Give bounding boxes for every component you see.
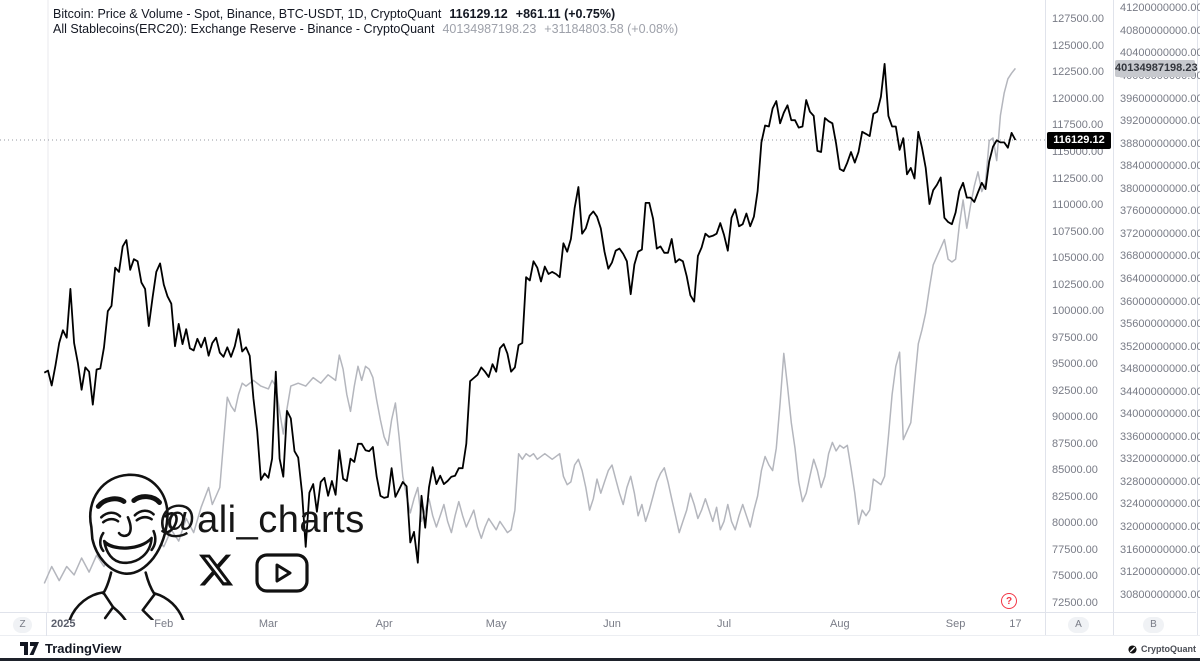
- time-axis[interactable]: Z A B 2025 Feb Mar Apr May Jun Jul Aug Sep 17: [0, 612, 1196, 636]
- reserve-axis-tick: 41200000000.00: [1120, 2, 1200, 15]
- cryptoquant-logo-icon: [1128, 644, 1137, 654]
- timezone-badge[interactable]: Z: [13, 616, 32, 633]
- time-axis-label: Jun: [603, 618, 621, 630]
- price-axis-tick: 77500.00: [1052, 543, 1098, 556]
- price-axis-tick: 92500.00: [1052, 384, 1098, 397]
- reserve-axis-tick: 32800000000.00: [1120, 475, 1200, 488]
- price-axis-tick: 80000.00: [1052, 517, 1098, 530]
- time-axis-label: Mar: [258, 618, 278, 630]
- reserve-axis-tick: 39600000000.00: [1120, 92, 1200, 105]
- price-axis-tick: 110000.00: [1052, 199, 1104, 212]
- reserve-axis-tick: 36400000000.00: [1120, 272, 1200, 285]
- price-axis-tick: 105000.00: [1052, 252, 1104, 265]
- legend-series-value: 116129.12: [449, 7, 508, 21]
- time-axis-label: May: [485, 618, 507, 630]
- price-scale-b-badge[interactable]: B: [1143, 616, 1164, 633]
- reserve-axis-tick: 38800000000.00: [1120, 137, 1200, 150]
- legend-series-value: 40134987198.23: [442, 22, 537, 36]
- price-axis-tick: 112500.00: [1052, 172, 1104, 185]
- legend-row-stablecoins[interactable]: All Stablecoins(ERC20): Exchange Reserve…: [53, 22, 678, 37]
- cryptoquant-brand-label: CryptoQuant: [1141, 644, 1196, 654]
- price-axis-tick: 75000.00: [1052, 570, 1098, 583]
- cryptoquant-brand[interactable]: CryptoQuant: [1128, 644, 1196, 654]
- price-axis-tick: 97500.00: [1052, 331, 1098, 344]
- price-axis-tick: 122500.00: [1052, 66, 1104, 79]
- price-axis[interactable]: 127500.00 125000.00 122500.00 120000.00 1175…: [1045, 0, 1114, 635]
- reserve-axis-tick: 32000000000.00: [1120, 521, 1200, 533]
- reserve-axis-tick: 33200000000.00: [1120, 453, 1200, 466]
- footer: TradingView CryptoQuant: [0, 635, 1200, 659]
- reserve-axis-tick: 40400000000.00: [1120, 47, 1200, 60]
- reserve-axis-tick: 36000000000.00: [1120, 295, 1200, 308]
- bottom-bar: [0, 658, 1200, 661]
- tradingview-logo-icon: [20, 642, 39, 655]
- legend-row-bitcoin[interactable]: Bitcoin: Price & Volume - Spot, Binance,…: [53, 7, 678, 22]
- reserve-axis-tick: 37600000000.00: [1120, 205, 1200, 218]
- price-axis-tick: 100000.00: [1052, 305, 1104, 318]
- help-icon[interactable]: ?: [1001, 593, 1017, 609]
- price-axis-tick: 102500.00: [1052, 278, 1104, 291]
- price-scale-a-badge[interactable]: A: [1068, 616, 1089, 633]
- reserve-axis-tick: 38400000000.00: [1120, 160, 1200, 173]
- year-label: 2025: [51, 618, 76, 630]
- time-axis-label: 17: [1009, 618, 1022, 630]
- reserve-axis-tick: 35200000000.00: [1120, 340, 1200, 353]
- reserve-axis-tick: 34800000000.00: [1120, 363, 1200, 376]
- price-axis-tick: 72500.00: [1052, 597, 1098, 609]
- price-axis-tick: 90000.00: [1052, 411, 1098, 424]
- legend-series-change: +861.11 (+0.75%): [515, 7, 616, 21]
- reserve-axis-tick: 34000000000.00: [1120, 408, 1200, 421]
- price-axis-tick: 125000.00: [1052, 39, 1104, 52]
- time-axis-label: Aug: [830, 618, 850, 630]
- legend-series-change: +31184803.58 (+0.08%): [544, 22, 679, 36]
- reserve-axis-tick: 31200000000.00: [1120, 566, 1200, 579]
- reserve-axis-tick: 37200000000.00: [1120, 227, 1200, 240]
- price-axis-tick: 120000.00: [1052, 92, 1104, 105]
- price-axis-tick: 115000.00: [1052, 145, 1104, 158]
- price-axis-tick: 117500.00: [1052, 119, 1104, 132]
- price-axis-tick: 87500.00: [1052, 437, 1098, 450]
- axis-separator: [46, 613, 47, 636]
- reserve-axis-tick: 32400000000.00: [1120, 498, 1200, 511]
- price-axis-tick: 82500.00: [1052, 490, 1098, 503]
- reserve-axis-tick: 35600000000.00: [1120, 318, 1200, 331]
- legend-series-title: All Stablecoins(ERC20): Exchange Reserve…: [53, 22, 435, 36]
- reserve-axis-tick: 38000000000.00: [1120, 182, 1200, 195]
- stablecoin-reserve-line: [43, 67, 1016, 584]
- btc-price-line: [43, 63, 1017, 564]
- reserve-axis-tick: 40800000000.00: [1120, 24, 1200, 37]
- time-axis-label: Sep: [945, 618, 966, 630]
- reserve-axis-tick: 30800000000.00: [1120, 588, 1200, 601]
- time-axis-label: Feb: [154, 618, 174, 630]
- btc-last-price-badge: 116129.12: [1047, 131, 1111, 149]
- price-axis-tick: 107500.00: [1052, 225, 1104, 238]
- reserve-axis-tick: 31600000000.00: [1120, 543, 1200, 556]
- legend-series-title: Bitcoin: Price & Volume - Spot, Binance,…: [53, 7, 442, 21]
- price-reserve-line-chart[interactable]: [0, 0, 1045, 612]
- chart-pane[interactable]: Bitcoin: Price & Volume - Spot, Binance,…: [0, 0, 1045, 620]
- tradingview-brand-label: TradingView: [45, 641, 122, 656]
- reserve-axis-tick: 33600000000.00: [1120, 430, 1200, 443]
- reserve-axis-tick: 36800000000.00: [1120, 250, 1200, 263]
- reserve-axis[interactable]: 41200000000.00 40800000000.00 40400000000.…: [1113, 0, 1200, 635]
- reserve-last-value-badge: 40134987198.23: [1115, 59, 1198, 77]
- price-axis-tick: 127500.00: [1052, 13, 1104, 26]
- price-axis-tick: 85000.00: [1052, 464, 1098, 477]
- time-axis-label: Apr: [375, 618, 393, 630]
- price-axis-tick: 95000.00: [1052, 358, 1098, 371]
- time-axis-label: Jul: [717, 618, 732, 630]
- legend: Bitcoin: Price & Volume - Spot, Binance,…: [53, 7, 678, 37]
- reserve-axis-tick: 39200000000.00: [1120, 115, 1200, 128]
- reserve-axis-tick: 34400000000.00: [1120, 385, 1200, 398]
- tradingview-brand[interactable]: TradingView: [20, 641, 121, 656]
